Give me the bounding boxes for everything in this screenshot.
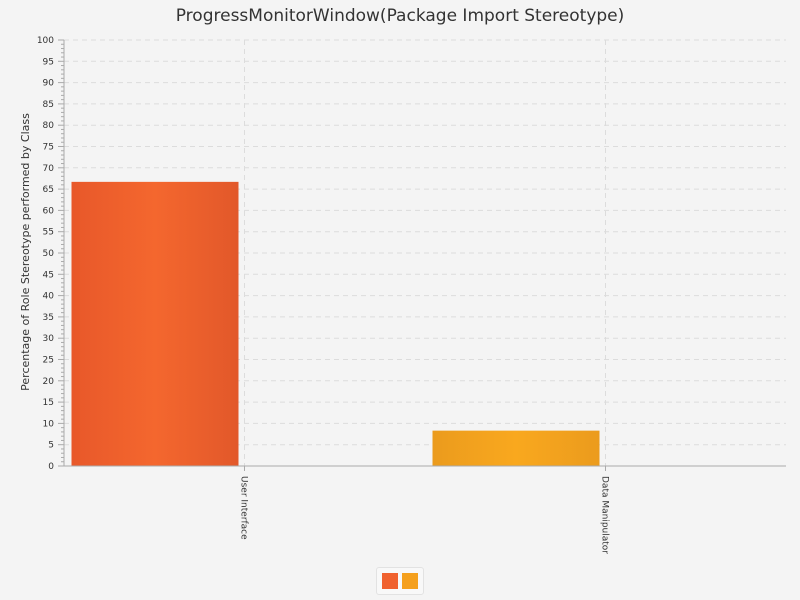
y-tick-label: 15 [43, 398, 54, 408]
y-tick-label: 60 [43, 206, 55, 216]
y-tick-label: 35 [43, 313, 54, 323]
y-tick-label: 100 [37, 36, 54, 46]
y-tick-label: 65 [43, 185, 54, 195]
y-tick-label: 55 [43, 228, 54, 238]
y-tick-label: 95 [43, 57, 54, 67]
y-tick-label: 80 [43, 121, 55, 131]
y-tick-label: 10 [43, 419, 55, 429]
y-tick-label: 75 [43, 143, 54, 153]
x-tick-label: User Interface [239, 476, 249, 540]
y-tick-label: 50 [43, 249, 55, 259]
y-tick-label: 70 [43, 164, 55, 174]
y-tick-label: 25 [43, 356, 54, 366]
legend-swatch-data-manipulator [402, 573, 418, 589]
y-axis-label: Percentage of Role Stereotype performed … [19, 113, 32, 391]
chart-legend [376, 567, 424, 595]
bar-user-interface [71, 181, 239, 466]
y-tick-label: 30 [43, 334, 55, 344]
y-tick-label: 0 [48, 462, 54, 472]
bar-data-manipulator [432, 430, 600, 466]
x-tick-label: Data Manipulator [600, 476, 610, 554]
y-tick-label: 45 [43, 270, 54, 280]
legend-swatch-user-interface [382, 573, 398, 589]
y-tick-label: 90 [43, 79, 55, 89]
y-tick-label: 40 [43, 292, 55, 302]
y-tick-label: 5 [48, 441, 54, 451]
y-tick-label: 20 [43, 377, 55, 387]
y-tick-label: 85 [43, 100, 54, 110]
chart-title: ProgressMonitorWindow(Package Import Ste… [175, 6, 625, 26]
